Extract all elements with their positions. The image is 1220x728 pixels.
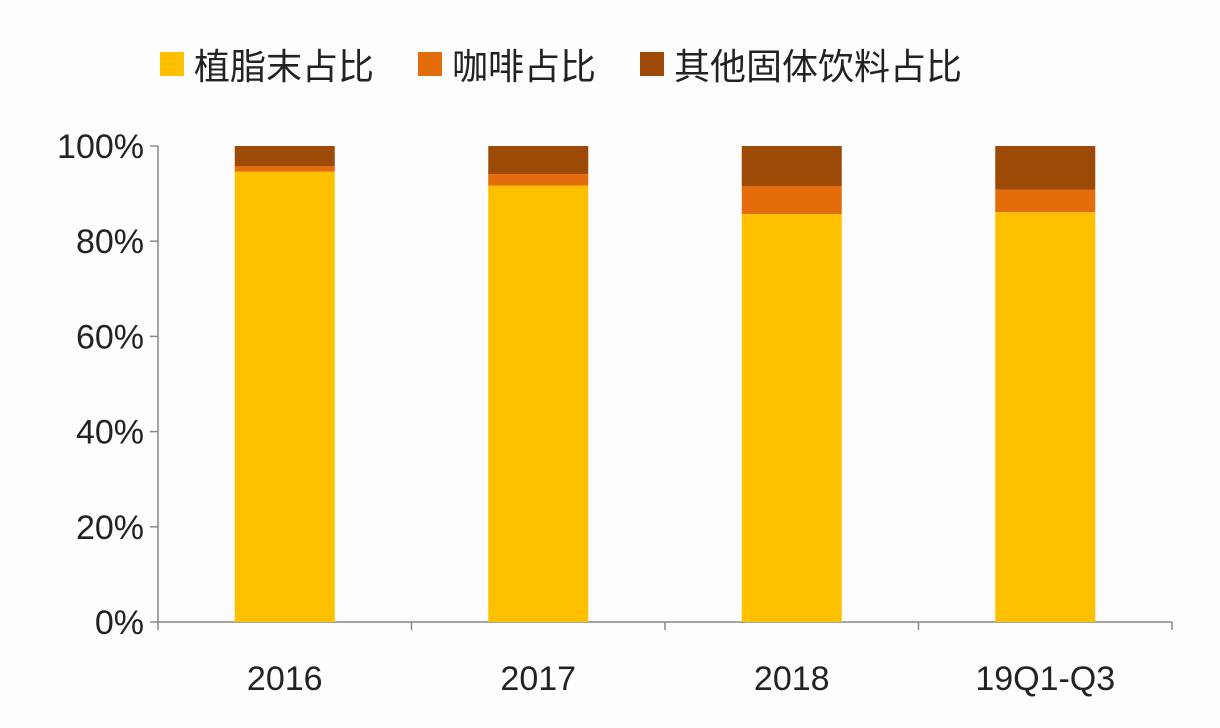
bar-segment [995, 189, 1096, 213]
legend: 植脂末占比 咖啡占比 其他固体饮料占比 [160, 38, 962, 90]
bar-segment [741, 146, 842, 186]
legend-label: 植脂末占比 [194, 47, 375, 88]
legend-item: 植脂末占比 [160, 38, 374, 90]
bar-segment [995, 146, 1096, 190]
legend-swatch [418, 52, 443, 76]
bar-segment [488, 146, 589, 175]
y-tick-label: 60% [76, 318, 144, 356]
legend-item: 其他固体饮料占比 [640, 38, 962, 90]
bar-segment [234, 146, 335, 166]
bar-segment [234, 165, 335, 172]
legend-item: 咖啡占比 [418, 38, 596, 90]
y-tick-label: 20% [76, 509, 144, 547]
y-tick-label: 0% [95, 604, 144, 642]
y-tick-label: 100% [57, 128, 144, 166]
bar-segment [741, 185, 842, 215]
x-tick-label: 2018 [754, 660, 830, 698]
x-tick-label: 2016 [247, 660, 323, 698]
x-tick-label: 19Q1-Q3 [975, 660, 1115, 698]
y-tick-label: 80% [76, 223, 144, 261]
x-tick-label: 2017 [500, 660, 576, 698]
bar-segment [741, 214, 842, 622]
legend-label: 其他固体饮料占比 [674, 47, 963, 88]
bar-segment [234, 171, 335, 623]
bar-segment [488, 185, 589, 622]
legend-swatch [160, 52, 184, 76]
y-tick-label: 40% [76, 414, 144, 452]
bar-segment [995, 212, 1096, 622]
legend-swatch [640, 52, 665, 76]
legend-label: 咖啡占比 [452, 47, 597, 88]
bar-segment [488, 174, 589, 186]
